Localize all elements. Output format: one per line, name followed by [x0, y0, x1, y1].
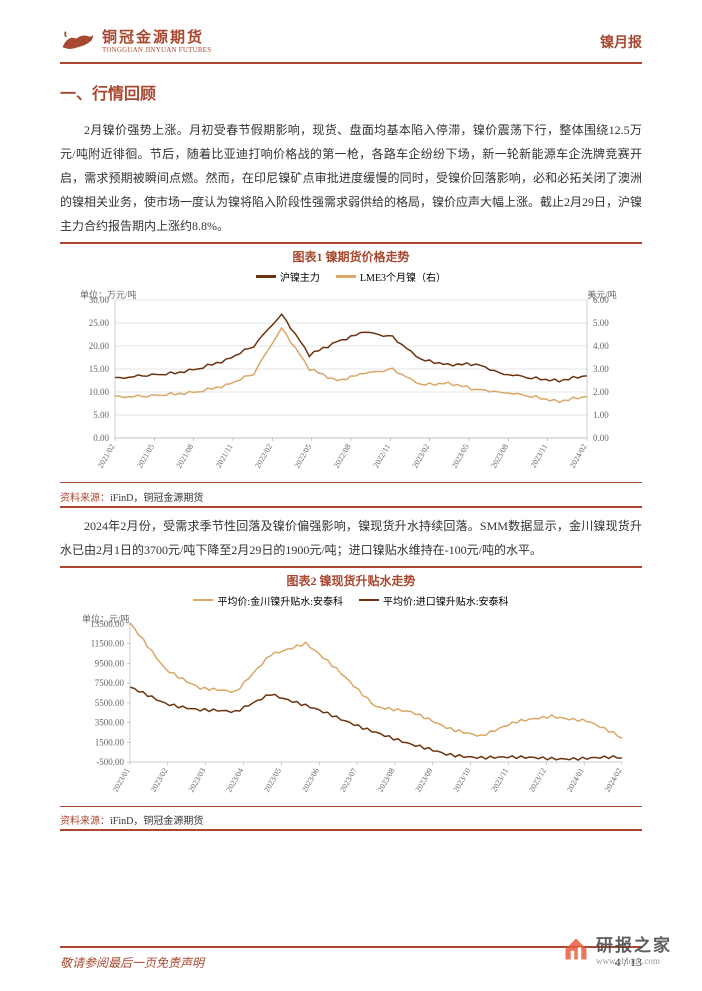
- svg-text:2021/02: 2021/02: [96, 443, 117, 470]
- svg-text:2023/08: 2023/08: [376, 766, 397, 793]
- svg-text:2.00: 2.00: [593, 387, 609, 397]
- chart2: -500.00 1500.00 3500.00 5500.00 7500.00 9500.…: [60, 612, 642, 802]
- paragraph-2: 2024年2月份，受需求季节性回落及镍价偏强影响，镍现货升水持续回落。SMM数据…: [60, 514, 642, 562]
- svg-text:10.00: 10.00: [89, 387, 110, 397]
- svg-text:2023/03: 2023/03: [187, 766, 208, 793]
- header-divider: [60, 62, 642, 64]
- svg-text:2023/06: 2023/06: [300, 766, 321, 793]
- svg-text:2022/05: 2022/05: [292, 443, 313, 470]
- logo: 铜冠金源期货 TONGGUAN JINYUAN FUTURES: [60, 30, 211, 54]
- report-type-label: 镍月报: [600, 32, 642, 52]
- svg-text:2023/11: 2023/11: [529, 442, 550, 469]
- watermark-house-icon: [562, 935, 590, 963]
- chart2-bottom-divider: [60, 806, 642, 807]
- chart1-source: 资料来源：iFinD，铜冠金源期货: [60, 489, 642, 504]
- svg-text:美元/吨: 美元/吨: [587, 289, 617, 300]
- svg-text:2023/02: 2023/02: [410, 443, 431, 470]
- chart1-legend: 沪镍主力 LME3个月镍（右）: [60, 269, 642, 284]
- svg-text:2023/11: 2023/11: [489, 766, 510, 793]
- svg-text:2024/01: 2024/01: [565, 766, 586, 793]
- logo-title: 铜冠金源期货: [102, 31, 211, 46]
- svg-text:2023/05: 2023/05: [450, 443, 471, 470]
- chart1-end-divider: [60, 506, 642, 508]
- svg-text:2022/02: 2022/02: [253, 443, 274, 470]
- chart2-legend-2: 平均价:进口镍升贴水:安泰科: [383, 593, 509, 608]
- svg-text:2024/02: 2024/02: [603, 766, 624, 793]
- svg-text:2021/08: 2021/08: [174, 443, 195, 470]
- svg-text:2022/08: 2022/08: [332, 443, 353, 470]
- chart2-end-divider: [60, 829, 642, 831]
- chart1: 0.005.0010.0015.0020.0025.0030.000.001.0…: [60, 288, 642, 478]
- svg-text:11500.00: 11500.00: [91, 638, 125, 648]
- logo-subtitle: TONGGUAN JINYUAN FUTURES: [102, 46, 211, 54]
- svg-text:1.00: 1.00: [593, 410, 609, 420]
- svg-text:2024/02: 2024/02: [568, 443, 589, 470]
- svg-text:5.00: 5.00: [93, 410, 109, 420]
- chart2-source: 资料来源：iFinD，铜冠金源期货: [60, 812, 642, 827]
- chart1-title: 图表1 镍期货价格走势: [60, 248, 642, 265]
- svg-text:2023/02: 2023/02: [149, 766, 170, 793]
- chart2-title: 图表2 镍现货升贴水走势: [60, 572, 642, 589]
- svg-text:3.00: 3.00: [593, 364, 609, 374]
- svg-text:9500.00: 9500.00: [95, 658, 125, 668]
- svg-text:2021/11: 2021/11: [214, 443, 235, 470]
- svg-text:25.00: 25.00: [89, 318, 110, 328]
- svg-text:2022/11: 2022/11: [371, 443, 392, 470]
- svg-text:2023/12: 2023/12: [527, 766, 548, 793]
- chart1-legend-2: LME3个月镍（右）: [360, 269, 446, 284]
- svg-text:2023/10: 2023/10: [451, 766, 472, 793]
- svg-text:单位：元/吨: 单位：元/吨: [82, 613, 130, 624]
- svg-text:2023/01: 2023/01: [111, 766, 132, 793]
- svg-text:0.00: 0.00: [93, 433, 109, 443]
- svg-text:2023/05: 2023/05: [262, 766, 283, 793]
- svg-text:2023/04: 2023/04: [224, 766, 245, 793]
- chart2-legend-1: 平均价:金川镍升贴水:安泰科: [217, 593, 343, 608]
- svg-text:7500.00: 7500.00: [95, 678, 125, 688]
- svg-text:15.00: 15.00: [89, 364, 110, 374]
- chart2-legend: 平均价:金川镍升贴水:安泰科 平均价:进口镍升贴水:安泰科: [60, 593, 642, 608]
- chart1-top-divider: [60, 242, 642, 244]
- svg-text:4.00: 4.00: [593, 341, 609, 351]
- svg-text:20.00: 20.00: [89, 341, 110, 351]
- paragraph-1: 2月镍价强势上涨。月初受春节假期影响，现货、盘面均基本陷入停滞，镍价震荡下行，整…: [60, 118, 642, 238]
- svg-text:2023/07: 2023/07: [338, 766, 359, 793]
- disclaimer-text: 敬请参阅最后一页免责声明: [60, 954, 204, 971]
- chart2-top-divider: [60, 566, 642, 568]
- svg-text:2023/09: 2023/09: [414, 766, 435, 793]
- svg-text:-500.00: -500.00: [96, 757, 124, 767]
- svg-text:5.00: 5.00: [593, 318, 609, 328]
- section-title: 一、行情回顾: [60, 80, 642, 104]
- svg-text:5500.00: 5500.00: [95, 697, 125, 707]
- watermark-url: www.yblook.com: [596, 956, 672, 966]
- chart1-bottom-divider: [60, 482, 642, 483]
- svg-text:3500.00: 3500.00: [95, 717, 125, 727]
- svg-text:0.00: 0.00: [593, 433, 609, 443]
- svg-text:2021/05: 2021/05: [135, 443, 156, 470]
- svg-text:1500.00: 1500.00: [95, 737, 125, 747]
- chart1-legend-1: 沪镍主力: [280, 269, 320, 284]
- bull-logo-icon: [60, 30, 96, 54]
- watermark-title: 研报之家: [596, 931, 672, 956]
- page-footer: 敬请参阅最后一页免责声明 4 / 13: [60, 946, 642, 971]
- page-header: 铜冠金源期货 TONGGUAN JINYUAN FUTURES 镍月报: [60, 30, 642, 62]
- svg-text:2023/08: 2023/08: [489, 443, 510, 470]
- watermark: 研报之家 www.yblook.com: [562, 931, 672, 966]
- svg-text:单位：万元/吨: 单位：万元/吨: [80, 289, 137, 300]
